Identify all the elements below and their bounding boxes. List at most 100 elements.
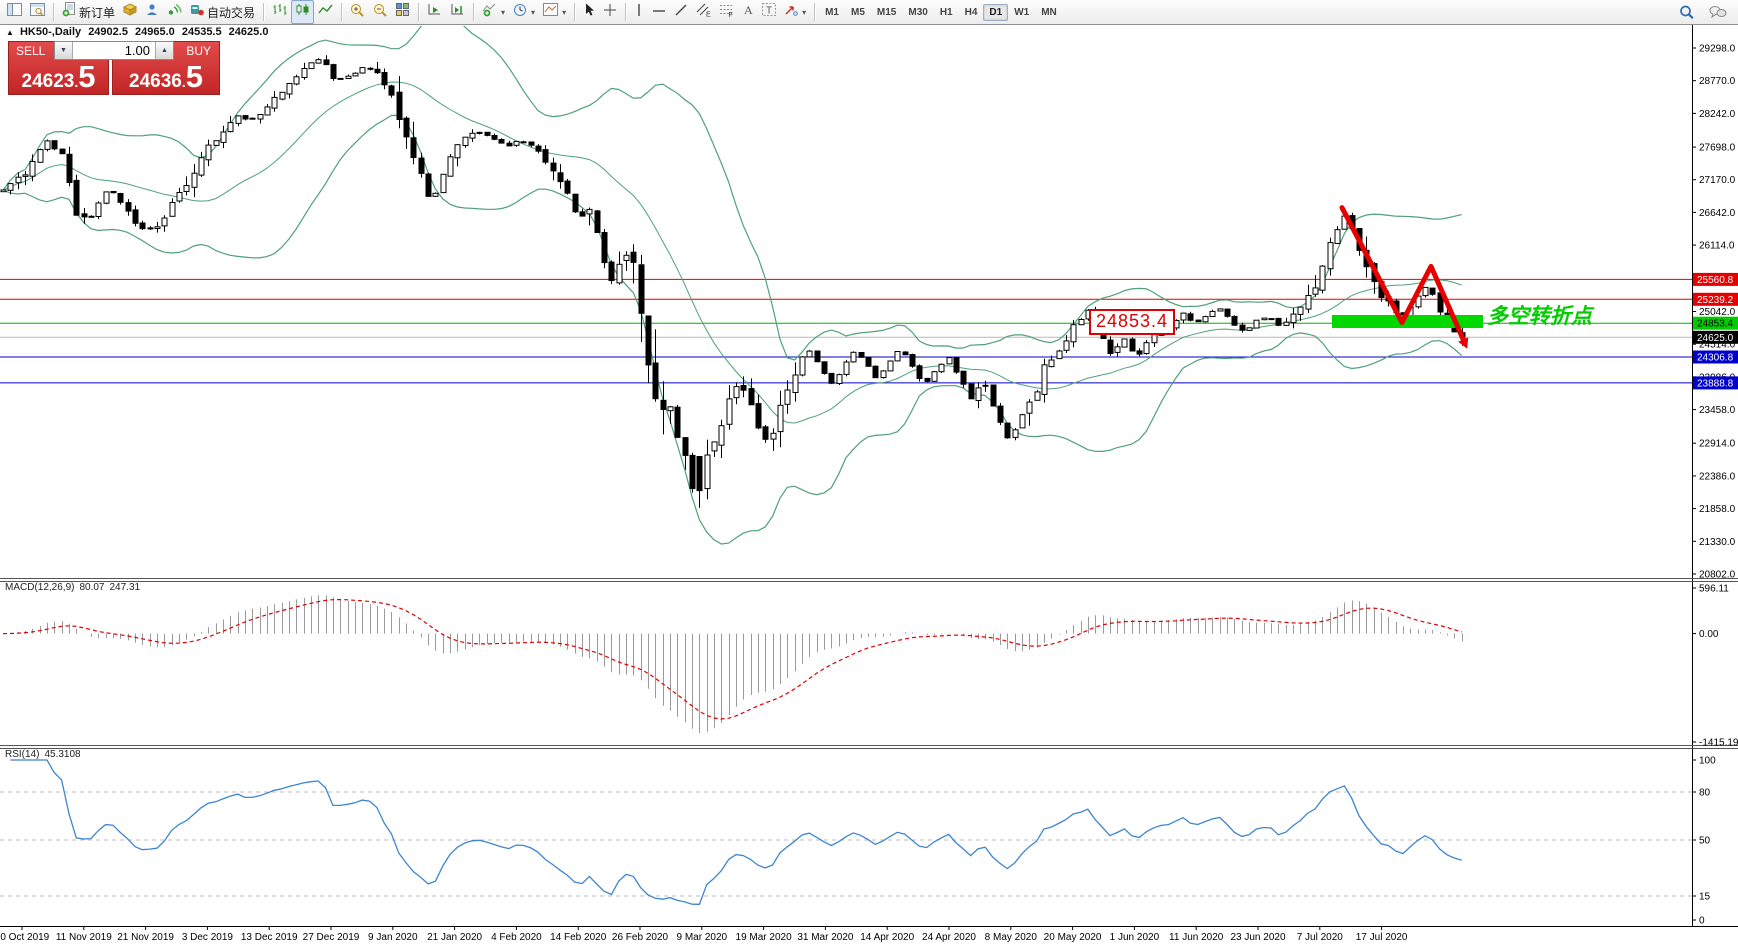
price-axis[interactable]: 29298.0 28770.0 28242.0 27698.0 27170.0 26642… xyxy=(1692,44,1738,927)
chevron-down-icon[interactable]: ▾ xyxy=(531,7,536,17)
timeframe-button-M5[interactable]: M5 xyxy=(851,6,865,18)
rsi-indicator-label: RSI(14) 45.3108 xyxy=(5,749,81,760)
vertical-line-icon[interactable] xyxy=(630,0,648,24)
svg-text:26642.0: 26642.0 xyxy=(1699,208,1736,219)
time-axis[interactable]: 30 Oct 2019 11 Nov 2019 21 Nov 2019 3 Dec 2… xyxy=(0,926,1408,943)
svg-text:24625.0: 24625.0 xyxy=(1697,333,1734,344)
date-label: 27 Dec 2019 xyxy=(303,932,360,943)
toolbar-separator xyxy=(341,3,343,21)
price-annotation-box[interactable]: 24853.4 xyxy=(1089,309,1176,335)
trendline-icon[interactable] xyxy=(670,0,692,24)
new-order-button[interactable]: 新订单 xyxy=(58,0,119,24)
timeframe-button-W1[interactable]: W1 xyxy=(1014,6,1030,18)
chart-title: ▲ HK50-,Daily 24902.5 24965.0 24535.5 24… xyxy=(6,26,272,38)
date-label: 3 Dec 2019 xyxy=(182,932,234,943)
market-watch-icon[interactable] xyxy=(3,0,26,24)
date-label: 14 Feb 2020 xyxy=(550,932,607,943)
fibonacci-icon[interactable]: F xyxy=(715,0,738,24)
trendline-icon xyxy=(674,3,688,22)
templates-button[interactable]: ▾ xyxy=(539,0,570,24)
timeframe-button-H4[interactable]: H4 xyxy=(964,6,978,18)
text-label-icon[interactable]: T xyxy=(758,0,780,24)
equidistant-channel-icon[interactable]: E xyxy=(692,0,715,24)
date-label: 26 Feb 2020 xyxy=(612,932,669,943)
chevron-down-icon[interactable]: ▾ xyxy=(501,7,506,17)
text-icon[interactable]: A xyxy=(738,0,758,24)
vps-icon[interactable] xyxy=(119,0,141,24)
cursor-icon[interactable] xyxy=(579,0,599,24)
svg-text:25042.0: 25042.0 xyxy=(1699,307,1736,318)
svg-text:0.00: 0.00 xyxy=(1699,629,1719,640)
symbol-period-label: HK50-,Daily xyxy=(19,26,82,38)
fibonacci-icon: F xyxy=(719,3,734,22)
svg-text:25560.8: 25560.8 xyxy=(1697,275,1734,286)
date-label: 30 Oct 2019 xyxy=(0,932,50,943)
support-zone-rectangle[interactable] xyxy=(1332,315,1483,328)
pane-separator[interactable] xyxy=(0,578,1738,582)
toolbar-separator xyxy=(263,3,265,21)
timeframe-button-M15[interactable]: M15 xyxy=(876,6,897,18)
arrows-icon[interactable]: ▾ xyxy=(780,0,810,24)
chart-shift-icon xyxy=(450,3,465,21)
pane-separator[interactable] xyxy=(0,745,1738,749)
autotrading-button[interactable]: 自动交易 xyxy=(186,0,259,24)
chevron-down-icon[interactable]: ▾ xyxy=(802,7,807,17)
chart-shift-icon[interactable] xyxy=(446,0,469,24)
search-icon[interactable] xyxy=(1675,0,1699,24)
macd-indicator-label: MACD(12,26,9) 80.07 247.31 xyxy=(5,582,141,593)
zoom-out-icon[interactable] xyxy=(369,0,392,24)
market-watch-icon xyxy=(7,3,22,21)
community-icon[interactable] xyxy=(141,0,163,24)
macd-pane[interactable] xyxy=(2,595,1463,733)
volume-decrease-button[interactable]: ▼ xyxy=(55,42,73,59)
svg-text:23888.8: 23888.8 xyxy=(1697,378,1734,389)
rsi-pane[interactable] xyxy=(0,759,1692,905)
bar-chart-icon[interactable] xyxy=(268,0,291,24)
signals-icon[interactable] xyxy=(163,0,186,24)
trend-arrow[interactable] xyxy=(1339,205,1467,344)
main-pane[interactable] xyxy=(0,25,1692,545)
buy-price: 24636. 5 xyxy=(129,59,203,94)
chart-area[interactable]: 29298.0 28770.0 28242.0 27698.0 27170.0 26642… xyxy=(0,25,1738,949)
timeframe-button-M1[interactable]: M1 xyxy=(825,6,839,18)
line-chart-icon[interactable] xyxy=(314,0,337,24)
chevron-down-icon[interactable]: ▾ xyxy=(562,7,567,17)
horizontal-line-icon xyxy=(652,3,666,21)
buy-label: BUY xyxy=(186,44,211,58)
timeframe-button-D1[interactable]: D1 xyxy=(983,3,1009,21)
chart-window[interactable]: 29298.0 28770.0 28242.0 27698.0 27170.0 26642… xyxy=(0,25,1738,944)
sell-button[interactable]: SELL 24623. 5 xyxy=(8,41,109,95)
zoom-in-icon[interactable] xyxy=(346,0,369,24)
svg-text:20802.0: 20802.0 xyxy=(1699,570,1736,581)
turning-point-label[interactable]: 多空转折点 xyxy=(1487,305,1592,328)
periods-button[interactable]: ▾ xyxy=(509,0,539,24)
data-window-icon[interactable] xyxy=(26,0,49,24)
svg-text:596.11: 596.11 xyxy=(1699,584,1729,595)
date-label: 8 May 2020 xyxy=(985,932,1038,943)
volume-stepper: ▼ 1.00 ▲ xyxy=(54,41,174,60)
timeframe-button-M30[interactable]: M30 xyxy=(908,6,928,18)
chart-svg[interactable]: 29298.0 28770.0 28242.0 27698.0 27170.0 26642… xyxy=(0,25,1738,944)
macd-signal-line xyxy=(2,598,1462,720)
toolbar-separator xyxy=(625,3,627,21)
tile-windows-icon[interactable] xyxy=(392,0,414,24)
timeframe-button-MN[interactable]: MN xyxy=(1041,6,1057,18)
horizontal-line-icon[interactable] xyxy=(648,0,670,24)
svg-text:24514.0: 24514.0 xyxy=(1699,340,1736,351)
crosshair-icon[interactable] xyxy=(599,0,621,24)
auto-scroll-icon[interactable] xyxy=(423,0,446,24)
volume-increase-button[interactable]: ▲ xyxy=(155,42,173,59)
indicators-button[interactable]: ▾ xyxy=(478,0,509,24)
line-chart-icon xyxy=(318,3,333,21)
candlestick-chart-icon[interactable] xyxy=(291,0,315,24)
svg-text:F: F xyxy=(729,12,733,17)
macd-histogram xyxy=(10,595,1463,733)
volume-input[interactable]: 1.00 xyxy=(73,42,155,59)
timeframe-button-H1[interactable]: H1 xyxy=(939,6,953,18)
one-click-collapse-icon[interactable]: ▲ xyxy=(6,28,14,37)
svg-text:22386.0: 22386.0 xyxy=(1699,471,1736,482)
svg-text:26114.0: 26114.0 xyxy=(1699,241,1735,252)
signals-icon xyxy=(167,3,182,21)
svg-text:24306.8: 24306.8 xyxy=(1697,353,1734,364)
chat-icon[interactable] xyxy=(1705,0,1731,24)
